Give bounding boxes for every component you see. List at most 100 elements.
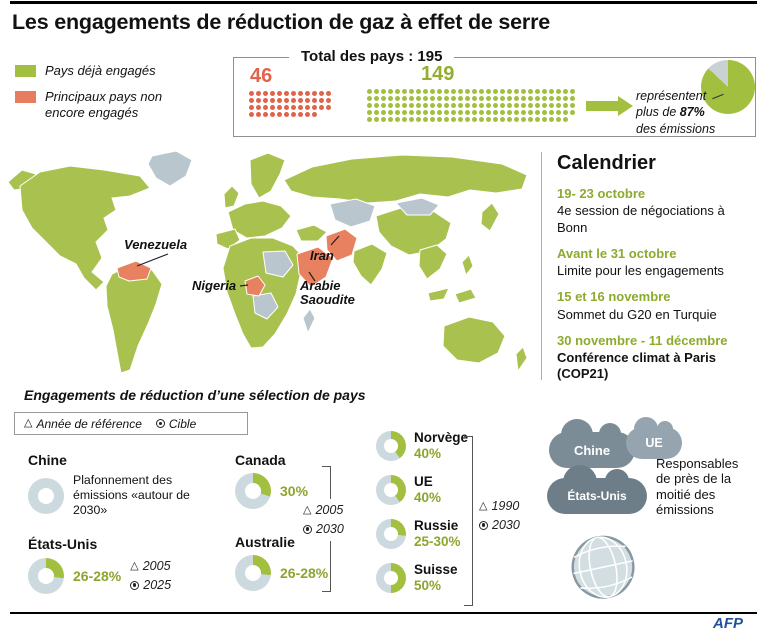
flow-arrow-icon <box>586 96 633 116</box>
reference-year: 1990 <box>491 499 520 513</box>
target-icon <box>303 524 312 534</box>
region-se-asia <box>418 244 448 280</box>
region-scandinavia <box>249 152 286 199</box>
reference-icon: △ <box>303 503 312 516</box>
region-australia <box>442 316 506 364</box>
emissions-donut-usa <box>28 557 64 594</box>
region-africa-northeast <box>262 250 294 278</box>
engaged-label: Pays déjà engagés <box>45 63 156 78</box>
country-block-norway: Norvège 40% <box>376 430 468 461</box>
usa-years: △ 2005 2025 <box>130 557 171 595</box>
not-engaged-color-swatch <box>15 91 36 104</box>
region-indonesia-east <box>454 288 477 304</box>
country-name: Australie <box>235 534 295 550</box>
iran-leader-line <box>330 235 340 246</box>
country-desc: Plafonnement des émissions «autour de 20… <box>73 473 190 517</box>
cloud-usa: États-Unis <box>547 465 647 514</box>
page-title: Les engagements de réduction de gaz à ef… <box>12 10 551 34</box>
country-name: États-Unis <box>28 536 98 552</box>
region-nigeria <box>244 275 266 297</box>
total-countries-title: Total des pays : 195 <box>289 48 455 65</box>
legend-key-box: △ Année de référence Cible <box>14 412 248 435</box>
event-desc: 4e session de négociations à Bonn <box>557 203 725 235</box>
target-year: 2030 <box>492 517 520 532</box>
country-block-canada: Canada 30% <box>235 452 308 509</box>
legend-item-engaged: Pays déjà engagés <box>15 63 220 78</box>
target-icon <box>479 520 488 530</box>
country-block-eu: UE 40% <box>376 474 468 505</box>
not-engaged-label: Principaux pays non encore engagés <box>45 89 163 120</box>
target-key-label: Cible <box>168 416 197 431</box>
country-block-australia: Australie 26-28% <box>235 534 328 591</box>
group-b-bracket <box>464 436 473 606</box>
not-engaged-dot-matrix <box>249 91 333 117</box>
country-block-switzerland: Suisse 50% <box>376 562 468 593</box>
reference-key-label: Année de référence <box>36 416 142 431</box>
map-label-nigeria: Nigeria <box>192 278 237 293</box>
calendar-event: 19- 23 octobre 4e session de négociation… <box>557 186 757 236</box>
region-europe <box>227 200 292 239</box>
reference-icon: △ <box>24 417 33 429</box>
target-icon <box>155 419 165 428</box>
country-block-usa: États-Unis 26-28% △ 2005 2025 <box>28 536 238 595</box>
region-africa-central <box>252 292 279 320</box>
globe-icon <box>571 535 635 599</box>
emissions-donut-switzerland <box>376 562 406 593</box>
region-new-zealand <box>515 346 528 372</box>
country-block-russia: Russie 25-30% <box>376 518 468 549</box>
emissions-note: représentent plus de 87% des émissions <box>636 89 716 136</box>
event-date: 30 novembre - 11 décembre <box>557 332 728 348</box>
country-name: Chine <box>28 452 67 468</box>
region-saudi-arabia <box>296 246 334 288</box>
event-date: Avant le 31 octobre <box>557 245 677 261</box>
reference-icon: △ <box>130 559 139 572</box>
emissions-donut-canada <box>235 473 271 509</box>
afp-logo: AFP <box>713 615 743 631</box>
reference-year: 2005 <box>315 503 344 517</box>
calendar-event: Avant le 31 octobre Limite pour les enga… <box>557 246 757 280</box>
target-icon <box>130 580 140 590</box>
region-mongolia <box>395 197 440 216</box>
region-central-asia <box>329 198 376 228</box>
country-name: UE <box>414 474 433 489</box>
region-india <box>352 243 388 286</box>
group-a-years: △ 2005 2030 <box>301 499 346 541</box>
country-name: Canada <box>235 452 286 468</box>
calendar-title: Calendrier <box>557 152 656 174</box>
region-greenland <box>147 150 193 187</box>
event-desc: Limite pour les engagements <box>557 263 724 278</box>
region-indonesia <box>427 287 450 302</box>
target-year: 2025 <box>143 577 172 592</box>
country-value: 26-28% <box>73 567 122 584</box>
reference-icon: △ <box>479 499 488 512</box>
calendar-event: 30 novembre - 11 décembre Conférence cli… <box>557 333 757 383</box>
emissions-pie-chart <box>701 60 755 114</box>
country-name: Russie <box>414 518 459 533</box>
selection-title: Engagements de réduction d’une sélection… <box>24 387 366 403</box>
emissions-donut-norway <box>376 430 406 461</box>
country-name: Suisse <box>414 562 458 577</box>
country-value: 30% <box>280 483 309 499</box>
nigeria-leader-line <box>239 284 249 287</box>
region-turkey <box>295 224 328 242</box>
country-value: 50% <box>414 578 442 593</box>
cloud-china: Chine <box>549 419 635 468</box>
saudi-leader-line <box>308 271 316 282</box>
region-north-america <box>19 165 151 291</box>
bottom-rule <box>10 612 757 614</box>
not-engaged-count: 46 <box>250 65 273 87</box>
map-label-venezuela: Venezuela <box>124 237 188 252</box>
map-legend: Pays déjà engagés Principaux pays non en… <box>15 63 220 131</box>
emissions-donut-eu <box>376 474 406 505</box>
country-value: 26-28% <box>280 565 329 581</box>
region-uk <box>223 185 240 209</box>
venezuela-leader-line <box>136 253 169 267</box>
country-column-europe: Norvège 40% UE 40% Russie 25-30% Suisse … <box>376 430 468 606</box>
region-philippines <box>461 254 474 276</box>
clouds-caption: Responsables de près de la moitié des ém… <box>656 456 739 517</box>
region-russia <box>283 154 528 204</box>
event-desc: Sommet du G20 en Turquie <box>557 306 717 322</box>
cloud-eu: UE <box>626 417 682 459</box>
region-japan <box>480 202 500 232</box>
